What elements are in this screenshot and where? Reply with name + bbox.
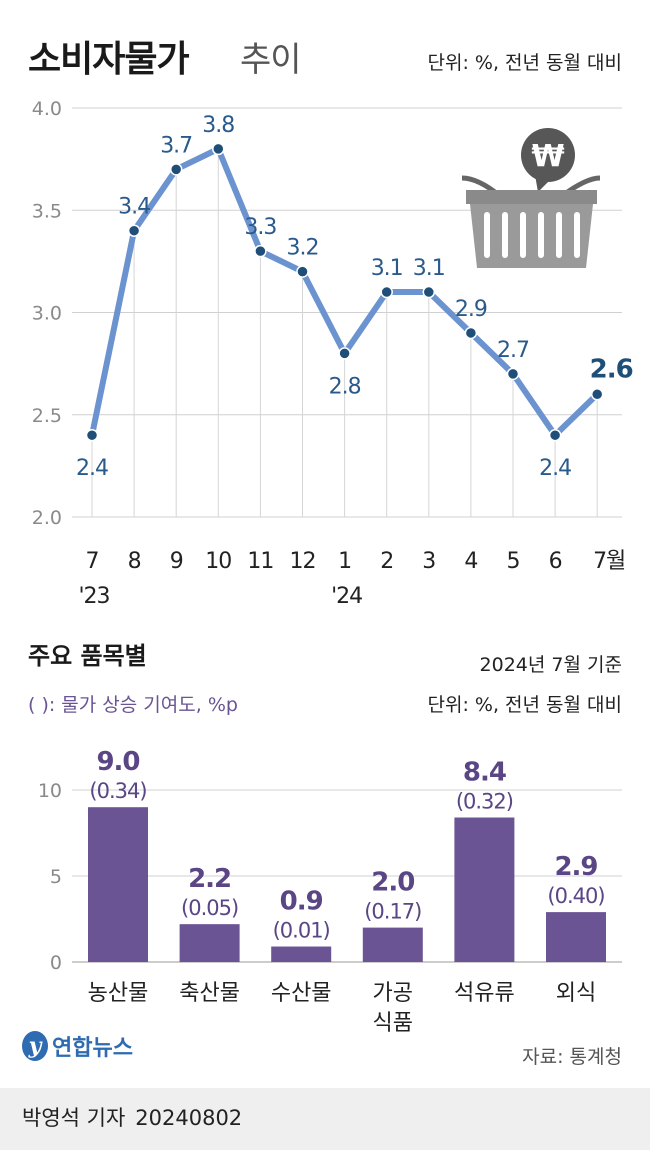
- as-of-label: 2024년 7월 기준: [479, 654, 622, 676]
- data-label: 2.9: [455, 297, 487, 322]
- byline: 박영석 기자 20240802: [22, 1102, 242, 1132]
- bar: [454, 817, 515, 962]
- bar: [179, 924, 240, 962]
- data-label: 2.4: [539, 456, 571, 481]
- data-label: 3.7: [160, 133, 192, 158]
- data-point: [169, 163, 183, 176]
- data-point: [380, 285, 393, 299]
- chart-subtitle: 추이: [240, 40, 302, 80]
- bar-value-label: 8.4: [463, 758, 506, 788]
- y-tick-label: 2.0: [32, 507, 62, 529]
- bar: [546, 912, 606, 962]
- footer-bar: [0, 1088, 650, 1150]
- x-tick-label: 9: [170, 549, 183, 574]
- data-label: 3.2: [287, 236, 319, 261]
- yonhap-logo: y 연합뉴스: [22, 1030, 133, 1062]
- x-tick-label: 가공: [373, 981, 413, 1006]
- yonhap-logo-icon: y: [22, 1031, 48, 1061]
- data-point: [85, 428, 99, 442]
- publish-date: 20240802: [135, 1106, 243, 1130]
- data-point: [464, 326, 478, 340]
- y-tick-label: 2.5: [32, 405, 62, 427]
- shopping-basket-icon: ₩: [461, 128, 601, 268]
- year-label: '23: [78, 584, 109, 609]
- y-tick-label: 3.5: [32, 200, 62, 222]
- data-point: [548, 428, 562, 442]
- unit-label-2: 단위: %, 전년 동월 대비: [427, 694, 623, 716]
- bar: [362, 927, 423, 962]
- bar-contribution-label: (0.40): [547, 884, 604, 908]
- data-label: 3.8: [202, 113, 234, 138]
- data-label: 2.7: [497, 338, 529, 363]
- bar-value-label: 0.9: [280, 887, 323, 917]
- x-tick-label: 2: [380, 549, 393, 574]
- x-tick-label: 11: [247, 549, 273, 574]
- data-point: [590, 388, 604, 401]
- year-label: '24: [331, 584, 362, 609]
- bar: [271, 946, 332, 962]
- data-label: 2.6: [590, 354, 633, 384]
- y-tick-label: 3.0: [32, 303, 62, 325]
- y-tick-label: 4.0: [32, 98, 62, 120]
- x-tick-label: 식품: [373, 1011, 413, 1036]
- line-chart: 2.0 2.5 3.0 3.5 4.0 2.4 3.4 3.7 3.8 3.3 3.2 2.8 3.1 3…: [32, 98, 634, 609]
- data-label: 2.8: [329, 374, 361, 399]
- bar-value-label: 2.9: [554, 852, 597, 882]
- data-label: 3.1: [371, 256, 403, 281]
- bar-contribution-label: (0.01): [273, 919, 330, 943]
- bar-value-label: 2.0: [371, 868, 414, 898]
- x-tick-label: 10: [205, 549, 231, 574]
- x-tick-label: 4: [464, 549, 477, 574]
- bar-chart: 0 5 10 9.0(0.34) 농산물 2.2(0.05) 축산물 0.9(0.01) 수산물…: [38, 747, 622, 1036]
- chart-title: 소비자물가: [28, 39, 190, 80]
- x-tick-label: 축산물: [179, 981, 240, 1006]
- data-label: 3.1: [413, 256, 445, 281]
- x-tick-label: 5: [507, 549, 520, 574]
- y-tick-label: 5: [50, 866, 62, 888]
- data-point: [254, 244, 267, 258]
- bar-contribution-label: (0.32): [456, 790, 513, 814]
- y-tick-label: 0: [50, 952, 62, 974]
- bar-contribution-label: (0.34): [89, 779, 146, 803]
- bar-value-label: 9.0: [96, 747, 139, 777]
- x-tick-label: 12: [290, 549, 316, 574]
- x-tick-label: 7월: [593, 549, 625, 574]
- x-tick-label: 수산물: [271, 981, 332, 1006]
- contribution-legend: ( ): 물가 상승 기여도, %p: [28, 694, 238, 716]
- x-tick-label: 6: [549, 549, 562, 574]
- data-point: [296, 265, 309, 278]
- data-point: [422, 285, 436, 299]
- y-tick-label: 10: [38, 780, 62, 802]
- section-title: 주요 품목별: [28, 642, 147, 670]
- x-tick-label: 8: [128, 549, 141, 574]
- source-label: 자료: 통계청: [522, 1046, 622, 1068]
- data-point: [506, 367, 520, 381]
- data-point: [212, 142, 225, 156]
- data-label: 2.4: [76, 456, 108, 481]
- x-tick-label: 3: [422, 549, 435, 574]
- logo-text: 연합뉴스: [52, 1036, 133, 1061]
- x-tick-label: 1: [338, 549, 351, 574]
- reporter-name: 박영석 기자: [22, 1106, 126, 1130]
- data-label: 3.3: [244, 215, 276, 240]
- unit-label: 단위: %, 전년 동월 대비: [427, 52, 623, 74]
- bar-contribution-label: (0.17): [364, 900, 421, 924]
- x-tick-label: 농산물: [88, 981, 149, 1006]
- data-label: 3.4: [118, 195, 150, 220]
- bar-contribution-label: (0.05): [181, 896, 238, 920]
- bar-value-label: 2.2: [188, 864, 231, 894]
- x-tick-label: 7: [86, 549, 99, 574]
- data-point: [127, 224, 141, 237]
- x-tick-label: 외식: [556, 981, 596, 1006]
- bar: [88, 807, 148, 962]
- data-point: [338, 347, 351, 360]
- x-tick-label: 석유류: [454, 981, 515, 1006]
- won-currency-icon: ₩: [531, 139, 564, 174]
